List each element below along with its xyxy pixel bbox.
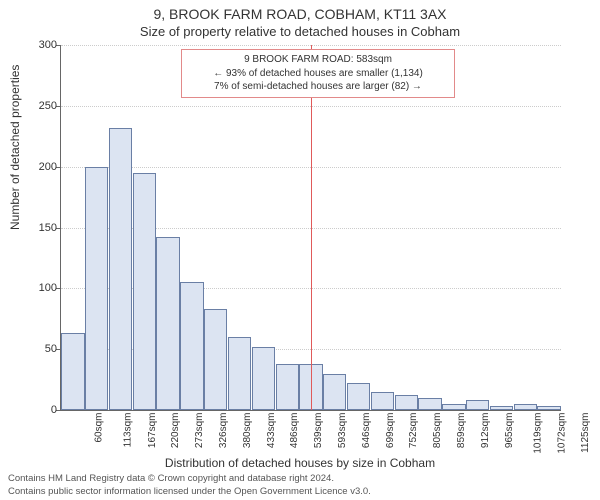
- ytick-label: 250: [39, 100, 57, 112]
- xtick-label: 433sqm: [266, 413, 277, 449]
- xtick-label: 699sqm: [385, 413, 396, 449]
- xtick-label: 912sqm: [480, 413, 491, 449]
- footer-attribution: Contains HM Land Registry data © Crown c…: [8, 473, 371, 498]
- annotation-line: ← 93% of detached houses are smaller (1,…: [188, 67, 448, 81]
- reference-line: [311, 45, 312, 410]
- page-title: 9, BROOK FARM ROAD, COBHAM, KT11 3AX: [0, 0, 600, 22]
- histogram-bar: [347, 383, 370, 410]
- xtick-label: 167sqm: [147, 413, 158, 449]
- histogram-bar: [466, 400, 489, 410]
- xtick-label: 593sqm: [337, 413, 348, 449]
- histogram-bar: [156, 237, 179, 410]
- xtick-label: 539sqm: [313, 413, 324, 449]
- ytick-label: 200: [39, 161, 57, 173]
- annotation-box: 9 BROOK FARM ROAD: 583sqm← 93% of detach…: [181, 49, 455, 98]
- ytick-label: 50: [45, 343, 57, 355]
- xtick-label: 965sqm: [504, 413, 515, 449]
- x-axis-label: Distribution of detached houses by size …: [0, 456, 600, 470]
- footer-line-1: Contains HM Land Registry data © Crown c…: [8, 473, 371, 485]
- page-subtitle: Size of property relative to detached ho…: [0, 22, 600, 39]
- xtick-label: 752sqm: [409, 413, 420, 449]
- chart-plot-area: 05010015020025030060sqm113sqm167sqm220sq…: [60, 45, 561, 411]
- ytick-label: 100: [39, 282, 57, 294]
- xtick-label: 859sqm: [456, 413, 467, 449]
- xtick-label: 805sqm: [432, 413, 443, 449]
- histogram-bar: [133, 173, 156, 410]
- xtick-label: 646sqm: [361, 413, 372, 449]
- histogram-bar: [109, 128, 132, 410]
- xtick-label: 60sqm: [93, 413, 104, 443]
- histogram-bar: [323, 374, 346, 411]
- xtick-label: 486sqm: [289, 413, 300, 449]
- histogram-bar: [371, 392, 394, 410]
- xtick-label: 1072sqm: [557, 413, 568, 454]
- histogram-bar: [442, 404, 465, 410]
- histogram-bar: [514, 404, 537, 410]
- ytick-label: 150: [39, 222, 57, 234]
- histogram-bar: [252, 347, 275, 410]
- histogram-bar: [395, 395, 418, 410]
- annotation-line: 9 BROOK FARM ROAD: 583sqm: [188, 53, 448, 67]
- histogram-bar: [85, 167, 108, 410]
- histogram-bar: [61, 333, 84, 410]
- histogram-bar: [490, 406, 513, 410]
- histogram-bar: [180, 282, 203, 410]
- ytick-label: 0: [51, 404, 57, 416]
- histogram-bar: [228, 337, 251, 410]
- histogram-bar: [276, 364, 299, 410]
- xtick-label: 380sqm: [242, 413, 253, 449]
- histogram-bar: [204, 309, 227, 410]
- footer-line-2: Contains public sector information licen…: [8, 486, 371, 498]
- histogram-bar: [537, 406, 560, 410]
- xtick-label: 1019sqm: [533, 413, 544, 454]
- xtick-label: 220sqm: [170, 413, 181, 449]
- annotation-line: 7% of semi-detached houses are larger (8…: [188, 80, 448, 94]
- xtick-label: 113sqm: [122, 413, 133, 448]
- xtick-label: 273sqm: [194, 413, 205, 449]
- ytick-label: 300: [39, 39, 57, 51]
- xtick-label: 326sqm: [218, 413, 229, 449]
- xtick-label: 1125sqm: [580, 413, 591, 453]
- y-axis-label: Number of detached properties: [8, 65, 22, 230]
- histogram-bar: [418, 398, 441, 410]
